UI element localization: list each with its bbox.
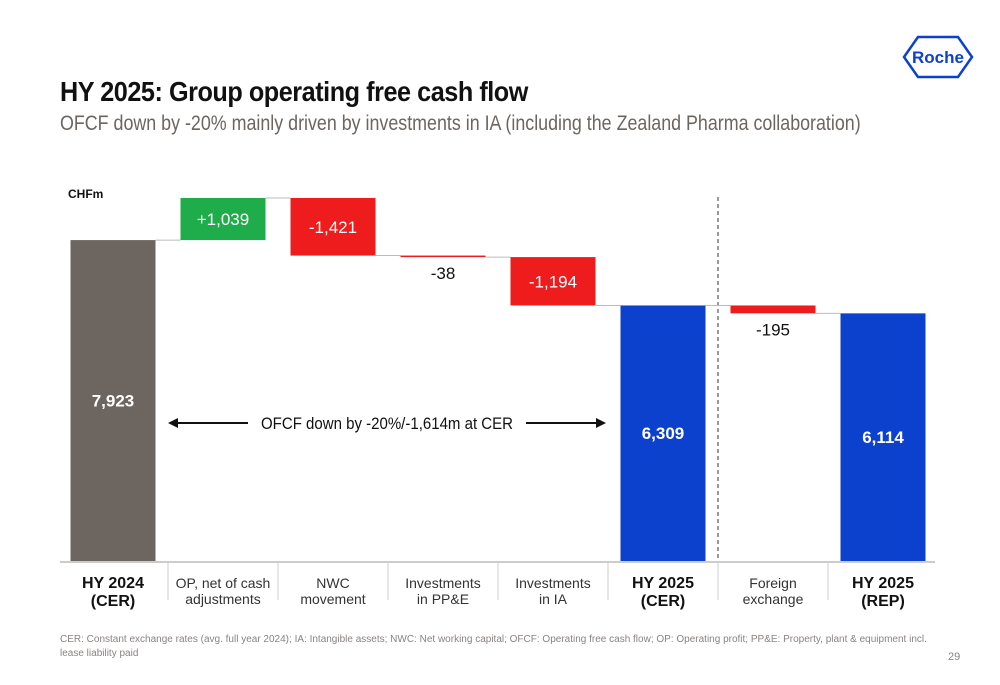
unit-label: CHFm	[68, 187, 104, 201]
x-tick-label: NWC movement	[300, 575, 366, 607]
logo: Roche	[902, 35, 974, 79]
bar	[730, 305, 816, 314]
x-tick-label: HY 2025 (CER)	[632, 575, 694, 610]
x-tick-label: OP, net of cash adjustments	[175, 575, 271, 607]
x-tick-label: HY 2024 (CER)	[82, 575, 144, 610]
bar	[290, 198, 376, 256]
logo-text: Roche	[912, 48, 964, 67]
bar	[180, 198, 266, 241]
x-tick-label: Investments in PP&E	[405, 575, 481, 607]
bar	[70, 240, 156, 561]
x-tick-label: Foreign exchange	[742, 575, 804, 607]
data-label: +1,039	[197, 210, 249, 229]
bar	[620, 305, 706, 561]
bar	[510, 257, 596, 306]
data-label: -1,194	[529, 272, 577, 291]
bar	[400, 255, 486, 258]
title: HY 2025: Group operating free cash flow	[60, 76, 528, 107]
data-label: 6,114	[862, 428, 904, 447]
annotation: OFCF down by -20%/-1,614m at CER	[261, 414, 513, 433]
data-label: -38	[431, 264, 456, 283]
x-tick-label: HY 2025 (REP)	[852, 575, 914, 610]
annotation-arrow	[168, 418, 606, 428]
page-number: 29	[948, 651, 961, 663]
footnote: CER: Constant exchange rates (avg. full …	[60, 634, 927, 659]
data-label: 6,309	[642, 424, 685, 443]
data-label: -1,421	[309, 218, 357, 237]
data-label: 7,923	[92, 392, 135, 411]
bar	[840, 313, 926, 561]
data-label: -195	[756, 320, 790, 339]
subtitle: OFCF down by -20% mainly driven by inves…	[60, 112, 861, 135]
x-tick-label: Investments in IA	[515, 575, 591, 607]
